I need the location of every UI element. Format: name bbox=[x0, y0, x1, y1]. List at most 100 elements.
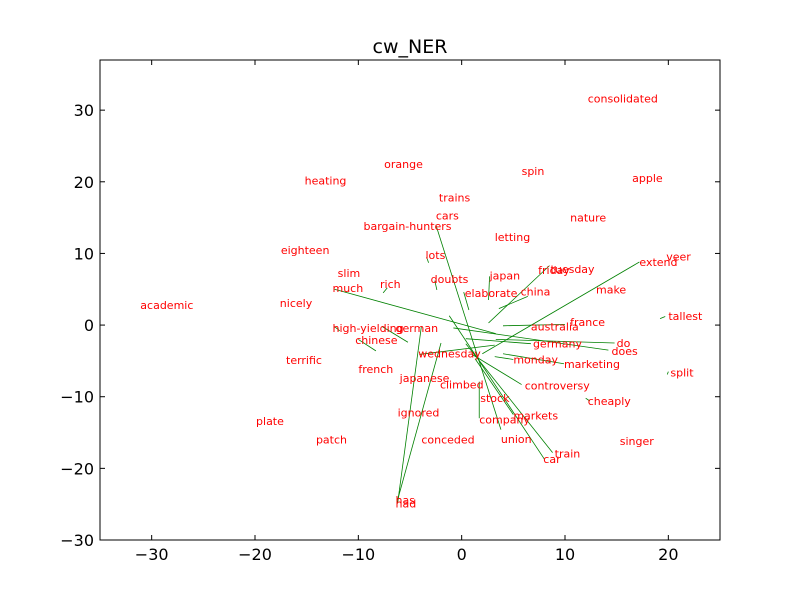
x-tick-label: −30 bbox=[135, 545, 169, 564]
word-label: chinese bbox=[355, 334, 398, 347]
word-label: consolidated bbox=[588, 93, 658, 106]
link-line-7 bbox=[495, 339, 615, 344]
word-label: bargain-hunters bbox=[364, 220, 452, 233]
link-line-29 bbox=[585, 397, 591, 402]
word-label: apple bbox=[632, 172, 663, 185]
chart-title: cw_NER bbox=[373, 36, 448, 58]
word-label: marketing bbox=[564, 358, 620, 371]
word-label: cheaply bbox=[588, 395, 632, 408]
word-label: cars bbox=[436, 209, 459, 222]
word-label: split bbox=[670, 366, 694, 379]
plot-area-frame bbox=[99, 59, 721, 541]
y-tick-label: −20 bbox=[60, 459, 94, 478]
link-line-19 bbox=[463, 292, 470, 311]
x-tick-label: 0 bbox=[457, 545, 467, 564]
link-line-0 bbox=[435, 224, 502, 430]
word-label: has bbox=[396, 494, 416, 507]
word-label: trains bbox=[439, 192, 471, 205]
link-line-4 bbox=[482, 261, 640, 355]
word-label: australia bbox=[531, 321, 579, 334]
word-label: academic bbox=[140, 299, 193, 312]
word-label: letting bbox=[495, 231, 530, 244]
word-label: stock bbox=[480, 392, 510, 405]
link-line-17 bbox=[465, 343, 553, 453]
word-label: wednesday bbox=[418, 348, 481, 361]
word-label: extend bbox=[639, 256, 677, 269]
word-label: union bbox=[501, 433, 532, 446]
link-line-6 bbox=[498, 296, 528, 309]
link-line-8 bbox=[453, 327, 609, 351]
link-line-22 bbox=[358, 339, 377, 352]
x-tick-label: 20 bbox=[658, 545, 678, 564]
word-label: do bbox=[617, 337, 631, 350]
y-tick-label: −10 bbox=[60, 388, 94, 407]
link-line-25 bbox=[434, 280, 438, 291]
word-label: singer bbox=[620, 435, 655, 448]
word-label: does bbox=[612, 345, 638, 358]
word-label: rich bbox=[380, 278, 401, 291]
word-label: japanese bbox=[399, 372, 450, 385]
word-label: train bbox=[555, 447, 581, 460]
word-label: china bbox=[521, 285, 551, 298]
word-label: nature bbox=[570, 212, 606, 225]
word-label: germany bbox=[533, 338, 583, 351]
word-label: car bbox=[543, 453, 561, 466]
word-label: german bbox=[396, 322, 439, 335]
link-line-24 bbox=[426, 256, 429, 263]
link-lines bbox=[334, 224, 669, 504]
word-label: tuesday bbox=[551, 263, 596, 276]
word-label: french bbox=[358, 363, 393, 376]
link-line-3 bbox=[334, 288, 496, 335]
word-label: controversy bbox=[525, 379, 591, 392]
link-line-9 bbox=[502, 323, 566, 327]
link-line-23 bbox=[382, 287, 388, 294]
link-line-16 bbox=[448, 315, 545, 460]
link-line-20 bbox=[381, 326, 409, 343]
y-tick-label: 30 bbox=[74, 101, 94, 120]
word-label: japan bbox=[489, 270, 521, 283]
x-tick-label: −10 bbox=[341, 545, 375, 564]
word-label: monday bbox=[513, 353, 558, 366]
word-label: nicely bbox=[280, 297, 313, 310]
x-tick-label: 10 bbox=[555, 545, 575, 564]
link-line-2 bbox=[397, 326, 422, 504]
link-line-12 bbox=[494, 356, 514, 360]
word-label: ignored bbox=[398, 406, 440, 419]
link-line-11 bbox=[419, 344, 495, 355]
word-label: friday bbox=[538, 264, 570, 277]
link-line-28 bbox=[666, 371, 669, 375]
x-tick-label: −20 bbox=[238, 545, 272, 564]
word-label: eighteen bbox=[281, 244, 330, 257]
word-label: markets bbox=[513, 409, 558, 422]
axis-ticks: −30 −20 −10 0 10 20 −30 −20 −10 0 10 20 30 bbox=[60, 60, 720, 564]
word-label: company bbox=[479, 414, 530, 427]
y-tick-label: 0 bbox=[84, 316, 94, 335]
link-line-1 bbox=[397, 342, 442, 500]
link-line-10 bbox=[465, 338, 531, 345]
y-tick-label: 20 bbox=[74, 173, 94, 192]
word-label: elaborate bbox=[465, 287, 518, 300]
link-line-5 bbox=[488, 265, 550, 324]
word-label: lots bbox=[426, 249, 446, 262]
word-label: heating bbox=[305, 174, 347, 187]
word-label: veer bbox=[666, 250, 691, 263]
y-tick-label: −30 bbox=[60, 531, 94, 550]
word-label: plate bbox=[256, 415, 284, 428]
word-label: patch bbox=[316, 434, 347, 447]
word-label: conceded bbox=[421, 434, 474, 447]
word-label: much bbox=[333, 282, 364, 295]
link-line-21 bbox=[334, 326, 340, 332]
link-line-14 bbox=[470, 353, 522, 385]
word-label: had bbox=[396, 497, 417, 510]
link-line-26 bbox=[488, 276, 490, 301]
word-label: france bbox=[570, 316, 605, 329]
link-line-27 bbox=[659, 316, 666, 319]
word-label: spin bbox=[522, 165, 545, 178]
word-label: doubts bbox=[431, 273, 469, 286]
word-label: make bbox=[596, 283, 626, 296]
word-label: high-yielding bbox=[333, 322, 404, 335]
word-label: tallest bbox=[668, 310, 703, 323]
